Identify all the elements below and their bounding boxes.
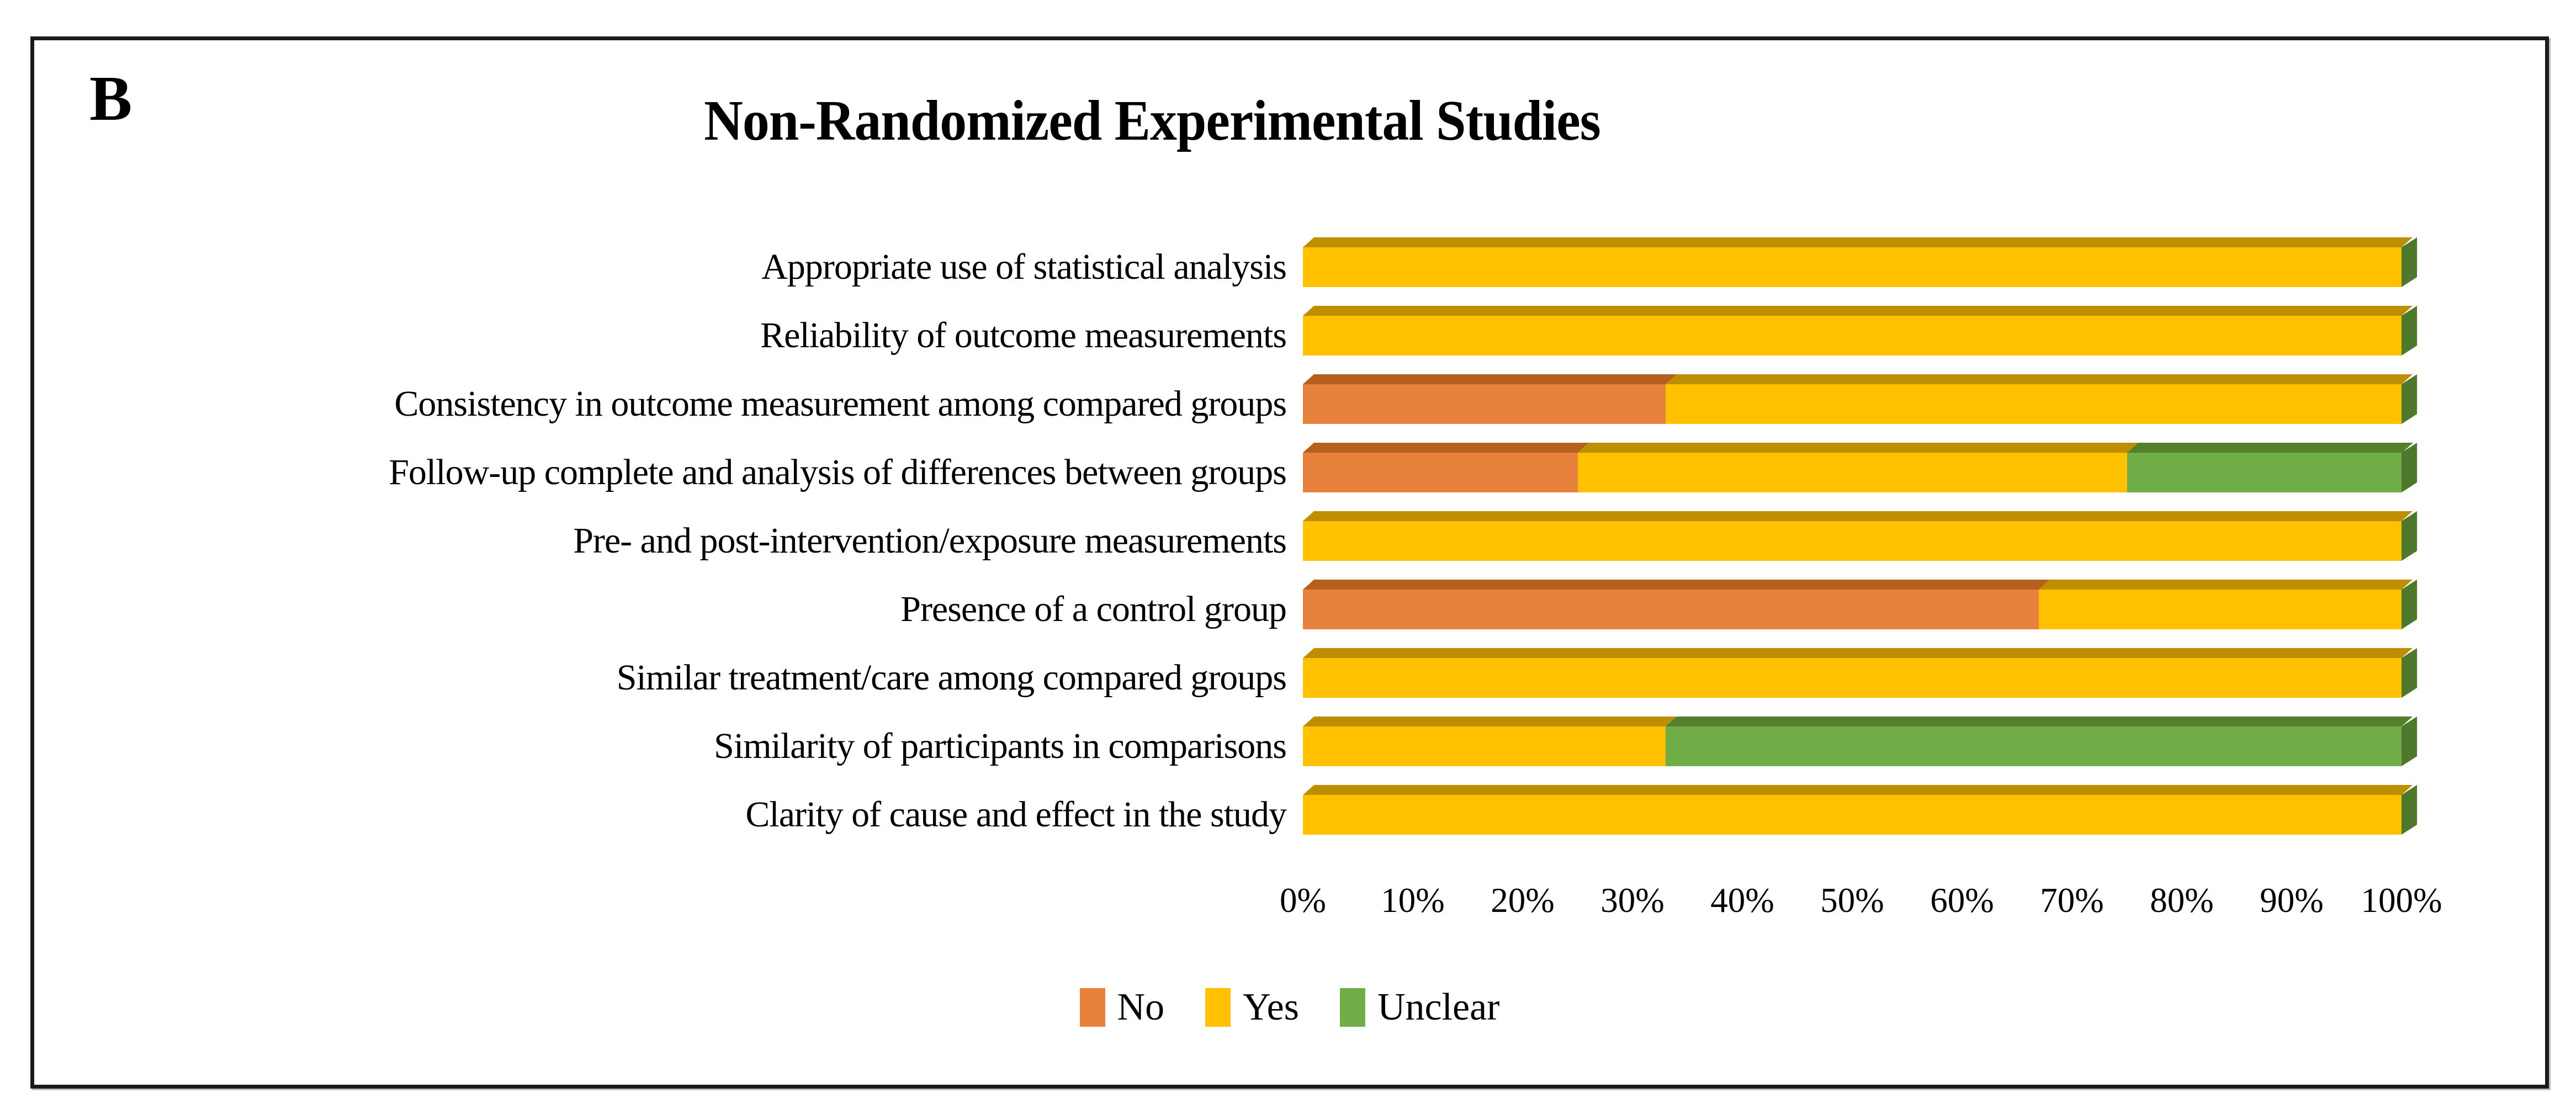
- category-label: Reliability of outcome measurements: [760, 315, 1287, 355]
- bar-track: [1303, 511, 2417, 561]
- bar-segment-bevel: [1303, 374, 1677, 384]
- bar-segment-bevel: [1303, 717, 1677, 726]
- legend-label: Unclear: [1377, 986, 1500, 1028]
- bar-segment-yes: [1303, 648, 2413, 698]
- x-axis-tick: 50%: [1820, 881, 1884, 920]
- bar-track: [1303, 374, 2417, 424]
- category-label: Follow-up complete and analysis of diffe…: [389, 452, 1287, 492]
- bar-segment-no: [1303, 374, 1677, 424]
- bar-segment-bevel: [1665, 374, 2413, 384]
- figure-border: B Non-Randomized Experimental Studies Ap…: [30, 36, 2549, 1089]
- chart-row: Appropriate use of statistical analysis: [34, 237, 2545, 287]
- x-axis-tick: 90%: [2260, 881, 2324, 920]
- bar-segment-yes: [1303, 785, 2413, 835]
- legend-swatch: [1079, 988, 1105, 1027]
- bar-segment-bevel: [1303, 785, 2413, 795]
- x-axis-tick: 20%: [1491, 881, 1555, 920]
- legend-item-yes: Yes: [1205, 985, 1299, 1030]
- chart-row: Presence of a control group: [34, 580, 2545, 629]
- bar-segment-no: [1303, 580, 2050, 629]
- bar-segment-bevel: [1303, 237, 2413, 247]
- bar-segment-unclear: [2127, 443, 2413, 492]
- bar-track: [1303, 443, 2417, 492]
- x-axis-tick: 100%: [2361, 881, 2442, 920]
- x-axis-tick: 70%: [2040, 881, 2104, 920]
- chart-title: Non-Randomized Experimental Studies: [704, 89, 1601, 152]
- x-axis: 0% 10% 20% 30% 40% 50% 60% 70% 80% 90% 100%: [1280, 880, 2442, 925]
- bar-segment-unclear: [1665, 717, 2413, 766]
- x-axis-tick: 80%: [2150, 881, 2214, 920]
- chart-row: Follow-up complete and analysis of diffe…: [34, 443, 2545, 492]
- x-axis-tick: 0%: [1280, 881, 1326, 920]
- bar-segment-bevel: [1577, 443, 2138, 453]
- category-label: Presence of a control group: [900, 589, 1287, 629]
- chart-row: Clarity of cause and effect in the study: [34, 785, 2545, 835]
- bar-track: [1303, 306, 2417, 355]
- x-axis-tick: 60%: [1930, 881, 1994, 920]
- bar-segment-yes: [2039, 580, 2413, 629]
- panel-label: B: [89, 63, 132, 134]
- x-axis-tick: 30%: [1600, 881, 1665, 920]
- bar-track: [1303, 648, 2417, 698]
- bar-segment-yes: [1303, 237, 2413, 287]
- legend-label: Yes: [1243, 986, 1299, 1028]
- bar-segment-yes: [1303, 511, 2413, 561]
- x-axis-tick: 40%: [1710, 881, 1774, 920]
- category-label: Appropriate use of statistical analysis: [761, 247, 1287, 287]
- category-label: Consistency in outcome measurement among…: [394, 384, 1287, 424]
- legend-label: No: [1117, 986, 1165, 1028]
- legend-item-no: No: [1079, 985, 1165, 1030]
- x-axis-tick: 10%: [1381, 881, 1445, 920]
- bar-track: [1303, 717, 2417, 766]
- bar-track: [1303, 785, 2417, 835]
- bar-segment-no: [1303, 443, 1589, 492]
- bar-track: [1303, 580, 2417, 629]
- bar-segment-yes: [1303, 717, 1677, 766]
- category-label: Clarity of cause and effect in the study: [745, 794, 1287, 835]
- legend: No Yes Unclear: [34, 985, 2545, 1030]
- chart-row: Pre- and post-intervention/exposure meas…: [34, 511, 2545, 561]
- bar-segment-bevel: [1665, 717, 2413, 726]
- bar-segment-bevel: [1303, 580, 2050, 590]
- category-label: Similar treatment/care among compared gr…: [616, 657, 1287, 698]
- bar-segment-bevel: [1303, 443, 1589, 453]
- chart-row: Reliability of outcome measurements: [34, 306, 2545, 355]
- category-label: Pre- and post-intervention/exposure meas…: [573, 521, 1287, 561]
- bar-segment-bevel: [2127, 443, 2413, 453]
- chart-row: Consistency in outcome measurement among…: [34, 374, 2545, 424]
- bar-segment-bevel: [1303, 306, 2413, 316]
- legend-swatch: [1339, 988, 1365, 1027]
- bar-segment-bevel: [1303, 511, 2413, 521]
- bar-track: [1303, 237, 2417, 287]
- bar-segment-yes: [1665, 374, 2413, 424]
- category-label: Similarity of participants in comparison…: [714, 726, 1287, 766]
- bar-segment-bevel: [1303, 648, 2413, 658]
- chart-rows: Appropriate use of statistical analysis R…: [34, 237, 2545, 845]
- chart-row: Similarity of participants in comparison…: [34, 717, 2545, 766]
- legend-item-unclear: Unclear: [1339, 985, 1500, 1030]
- bar-segment-yes: [1577, 443, 2138, 492]
- chart-row: Similar treatment/care among compared gr…: [34, 648, 2545, 698]
- bar-segment-bevel: [2039, 580, 2413, 590]
- bar-segment-yes: [1303, 306, 2413, 355]
- legend-swatch: [1205, 988, 1231, 1027]
